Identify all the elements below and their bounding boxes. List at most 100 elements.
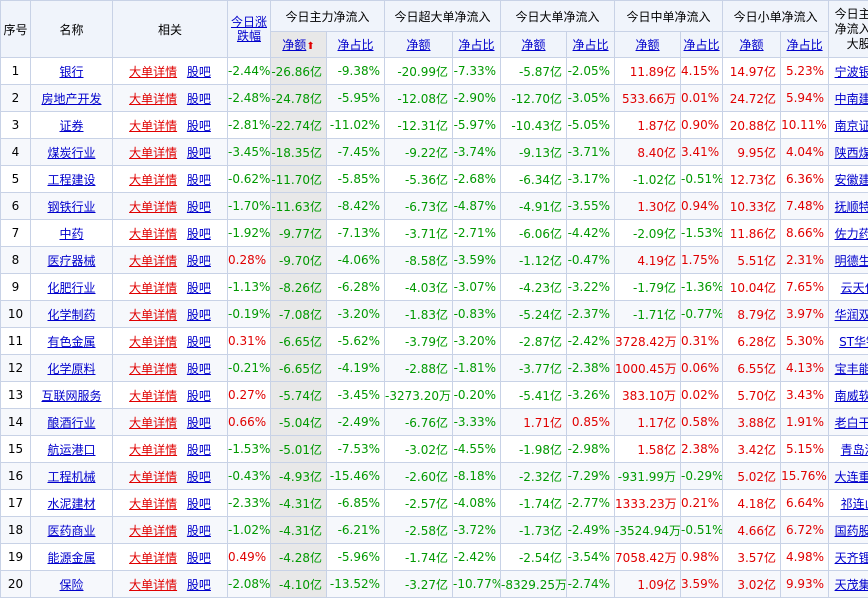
bar-link[interactable]: 股吧 <box>186 442 211 457</box>
subheader-super-ratio[interactable]: 净占比 <box>452 31 502 58</box>
detail-link[interactable]: 大单详情 <box>129 280 178 295</box>
detail-link[interactable]: 大单详情 <box>129 577 178 592</box>
detail-link[interactable]: 大单详情 <box>129 64 178 79</box>
detail-link[interactable]: 大单详情 <box>129 118 178 133</box>
top-stock-link[interactable]: 华润双鹤 <box>834 307 868 322</box>
detail-link[interactable]: 大单详情 <box>129 523 178 538</box>
bar-link[interactable]: 股吧 <box>186 415 211 430</box>
top-stock-link[interactable]: 老白干酒 <box>834 415 868 430</box>
sector-name-link[interactable]: 中药 <box>59 226 84 241</box>
sector-name-link[interactable]: 航运港口 <box>47 442 96 457</box>
detail-link[interactable]: 大单详情 <box>129 226 178 241</box>
sector-name-link[interactable]: 酿酒行业 <box>47 415 96 430</box>
bar-link[interactable]: 股吧 <box>186 577 211 592</box>
top-stock-link[interactable]: 明德生物 <box>834 253 868 268</box>
sector-name-link[interactable]: 水泥建材 <box>47 496 96 511</box>
bar-link[interactable]: 股吧 <box>186 334 211 349</box>
sector-name-link[interactable]: 工程机械 <box>47 469 96 484</box>
sort-medium-ratio-link[interactable]: 净占比 <box>683 38 720 52</box>
subheader-small-ratio[interactable]: 净占比 <box>780 31 830 58</box>
detail-link[interactable]: 大单详情 <box>129 91 178 106</box>
bar-link[interactable]: 股吧 <box>186 361 211 376</box>
sector-name-link[interactable]: 煤炭行业 <box>47 145 96 160</box>
top-stock-link[interactable]: ST华钰 <box>839 334 868 349</box>
sort-main-amount-link[interactable]: 净额 <box>282 38 307 52</box>
subheader-small-amount[interactable]: 净额 <box>722 31 782 58</box>
bar-link[interactable]: 股吧 <box>186 64 211 79</box>
sort-medium-amount-link[interactable]: 净额 <box>635 38 660 52</box>
top-stock-link[interactable]: 宁波银行 <box>834 64 868 79</box>
subheader-medium-ratio[interactable]: 净占比 <box>680 31 724 58</box>
detail-link[interactable]: 大单详情 <box>129 415 178 430</box>
bar-link[interactable]: 股吧 <box>186 253 211 268</box>
sort-small-ratio-link[interactable]: 净占比 <box>786 38 823 52</box>
top-stock-link[interactable]: 南威软件 <box>834 388 868 403</box>
sector-name-link[interactable]: 证券 <box>59 118 84 133</box>
subheader-main-amount[interactable]: 净额⬆ <box>270 31 327 58</box>
detail-link[interactable]: 大单详情 <box>129 253 178 268</box>
top-stock-link[interactable]: 陕西煤业 <box>834 145 868 160</box>
detail-link[interactable]: 大单详情 <box>129 334 178 349</box>
bar-link[interactable]: 股吧 <box>186 199 211 214</box>
top-stock-link[interactable]: 祁连山 <box>840 496 868 511</box>
bar-link[interactable]: 股吧 <box>186 307 211 322</box>
detail-link[interactable]: 大单详情 <box>129 388 178 403</box>
bar-link[interactable]: 股吧 <box>186 91 211 106</box>
detail-link[interactable]: 大单详情 <box>129 199 178 214</box>
sector-name-link[interactable]: 化学原料 <box>47 361 96 376</box>
sector-name-link[interactable]: 银行 <box>59 64 84 79</box>
sort-super-ratio-link[interactable]: 净占比 <box>458 38 495 52</box>
top-stock-link[interactable]: 南京证券 <box>834 118 868 133</box>
sort-large-ratio-link[interactable]: 净占比 <box>572 38 609 52</box>
bar-link[interactable]: 股吧 <box>186 226 211 241</box>
sort-super-amount-link[interactable]: 净额 <box>406 38 431 52</box>
subheader-main-ratio[interactable]: 净占比 <box>325 31 386 58</box>
subheader-super-amount[interactable]: 净额 <box>384 31 454 58</box>
detail-link[interactable]: 大单详情 <box>129 145 178 160</box>
sort-change-link[interactable]: 今日涨跌幅 <box>230 15 267 43</box>
top-stock-link[interactable]: 天齐锂业 <box>834 550 868 565</box>
detail-link[interactable]: 大单详情 <box>129 442 178 457</box>
detail-link[interactable]: 大单详情 <box>129 469 178 484</box>
detail-link[interactable]: 大单详情 <box>129 172 178 187</box>
sector-name-link[interactable]: 房地产开发 <box>41 91 102 106</box>
sector-name-link[interactable]: 化肥行业 <box>47 280 96 295</box>
bar-link[interactable]: 股吧 <box>186 469 211 484</box>
sort-main-ratio-link[interactable]: 净占比 <box>337 38 374 52</box>
sector-name-link[interactable]: 钢铁行业 <box>47 199 96 214</box>
sector-name-link[interactable]: 医疗器械 <box>47 253 96 268</box>
top-stock-link[interactable]: 佐力药业 <box>834 226 868 241</box>
bar-link[interactable]: 股吧 <box>186 496 211 511</box>
top-stock-link[interactable]: 青岛港 <box>840 442 868 457</box>
sector-name-link[interactable]: 医药商业 <box>47 523 96 538</box>
top-stock-link[interactable]: 抚顺特钢 <box>834 199 868 214</box>
sort-large-amount-link[interactable]: 净额 <box>521 38 546 52</box>
top-stock-link[interactable]: 大连重工 <box>834 469 868 484</box>
top-stock-link[interactable]: 安徽建工 <box>834 172 868 187</box>
top-stock-link[interactable]: 国药股份 <box>834 523 868 538</box>
subheader-medium-amount[interactable]: 净额 <box>614 31 682 58</box>
detail-link[interactable]: 大单详情 <box>129 307 178 322</box>
sector-name-link[interactable]: 能源金属 <box>47 550 96 565</box>
header-change[interactable]: 今日涨跌幅 <box>227 0 271 58</box>
detail-link[interactable]: 大单详情 <box>129 361 178 376</box>
top-stock-link[interactable]: 宝丰能源 <box>834 361 868 376</box>
sector-name-link[interactable]: 有色金属 <box>47 334 96 349</box>
bar-link[interactable]: 股吧 <box>186 145 211 160</box>
top-stock-link[interactable]: 中南建设 <box>834 91 868 106</box>
top-stock-link[interactable]: 云天化 <box>840 280 868 295</box>
sort-small-amount-link[interactable]: 净额 <box>739 38 764 52</box>
sector-name-link[interactable]: 化学制药 <box>47 307 96 322</box>
bar-link[interactable]: 股吧 <box>186 280 211 295</box>
sector-name-link[interactable]: 保险 <box>59 577 84 592</box>
sector-name-link[interactable]: 互联网服务 <box>41 388 102 403</box>
bar-link[interactable]: 股吧 <box>186 523 211 538</box>
top-stock-link[interactable]: 天茂集团 <box>834 577 868 592</box>
bar-link[interactable]: 股吧 <box>186 172 211 187</box>
detail-link[interactable]: 大单详情 <box>129 550 178 565</box>
bar-link[interactable]: 股吧 <box>186 118 211 133</box>
bar-link[interactable]: 股吧 <box>186 388 211 403</box>
subheader-large-amount[interactable]: 净额 <box>500 31 568 58</box>
sector-name-link[interactable]: 工程建设 <box>47 172 96 187</box>
subheader-large-ratio[interactable]: 净占比 <box>566 31 616 58</box>
